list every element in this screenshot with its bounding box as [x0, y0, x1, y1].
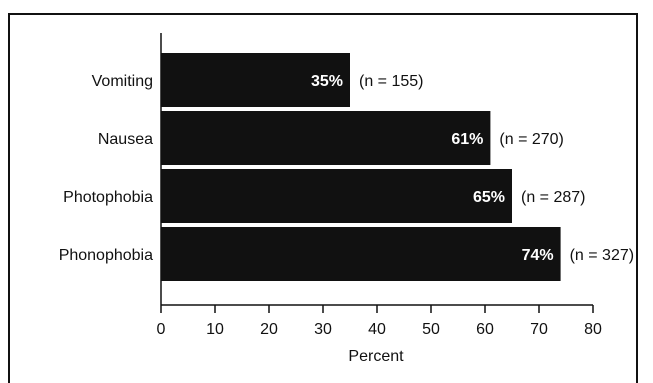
x-axis-label: Percent	[348, 348, 404, 365]
bar-chart: 35% (n = 155) 61% (n = 270) 65% (n = 287) 74% (…	[59, 33, 634, 365]
x-tick-label: 80	[584, 321, 602, 338]
bar-vomiting	[161, 53, 350, 107]
bar-n-label: (n = 327)	[570, 247, 634, 264]
bar-value-label: 61%	[451, 131, 483, 148]
category-label: Nausea	[98, 131, 153, 148]
bars-group: 35% (n = 155) 61% (n = 270) 65% (n = 287) 74% (…	[161, 53, 634, 281]
x-tick-label: 0	[157, 321, 166, 338]
x-tick-label: 10	[206, 321, 224, 338]
x-tick-label: 20	[260, 321, 278, 338]
bar-value-label: 74%	[522, 247, 554, 264]
category-labels-group: Vomiting Nausea Photophobia Phonophobia	[59, 73, 153, 264]
x-tick-label: 60	[476, 321, 494, 338]
category-label: Vomiting	[92, 73, 153, 90]
category-label: Photophobia	[63, 189, 153, 206]
bar-value-label: 65%	[473, 189, 505, 206]
category-label: Phonophobia	[59, 247, 153, 264]
bar-nausea	[161, 111, 491, 165]
bar-n-label: (n = 287)	[521, 189, 585, 206]
x-tick-label: 40	[368, 321, 386, 338]
chart-frame	[8, 13, 638, 383]
x-tick-label: 30	[314, 321, 332, 338]
bar-n-label: (n = 270)	[499, 131, 563, 148]
bar-value-label: 35%	[311, 73, 343, 90]
x-ticks-group: 0 10 20 30 40 50 60 70 80	[157, 305, 602, 338]
bar-photophobia	[161, 169, 512, 223]
bar-n-label: (n = 155)	[359, 73, 423, 90]
x-tick-label: 70	[530, 321, 548, 338]
x-tick-label: 50	[422, 321, 440, 338]
bar-phonophobia	[161, 227, 561, 281]
